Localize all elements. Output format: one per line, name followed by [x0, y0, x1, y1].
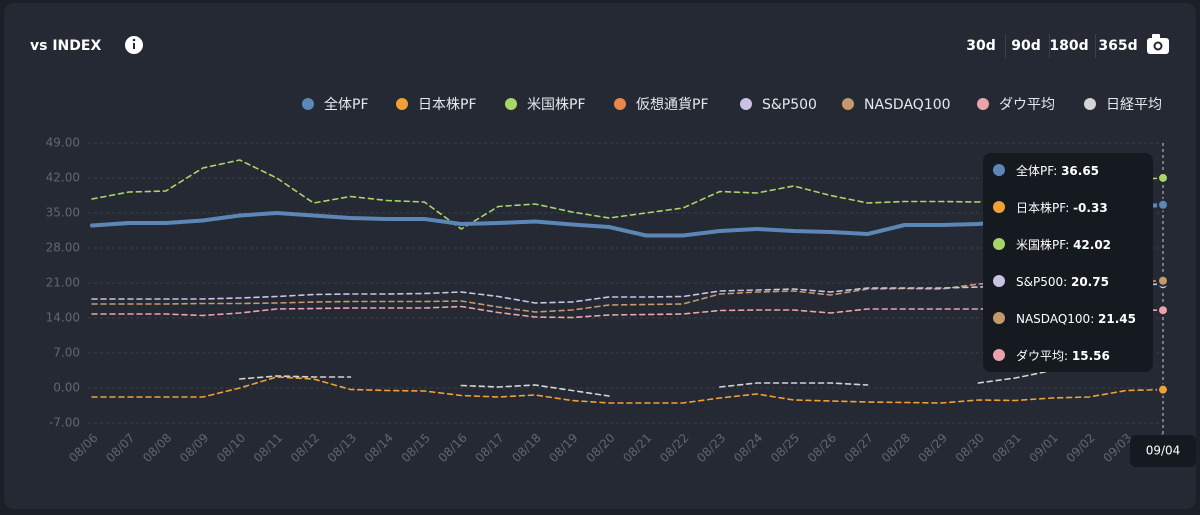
tooltip-row: 米国株PF: 42.02 — [1016, 237, 1111, 252]
tooltip-colon: : — [1053, 164, 1061, 178]
y-tick-label: 28.00 — [46, 241, 80, 255]
legend-label: ダウ平均 — [999, 97, 1055, 113]
tooltip-swatch — [993, 201, 1005, 213]
legend-swatch — [740, 98, 752, 110]
legend-item[interactable]: S&P500 — [740, 97, 817, 113]
legend-label: 日本株PF — [418, 97, 477, 113]
hover-point — [1157, 304, 1169, 317]
series-line — [977, 369, 1053, 384]
legend-swatch — [396, 98, 408, 110]
legend-item[interactable]: 仮想通貨PF — [614, 96, 709, 113]
hover-point — [1157, 383, 1169, 396]
tooltip-row: S&P500: 20.75 — [1016, 275, 1109, 289]
camera-icon[interactable] — [1147, 34, 1169, 54]
legend-label: NASDAQ100 — [864, 97, 951, 113]
y-tick-label: 42.00 — [46, 171, 80, 185]
legend-item[interactable]: ダウ平均 — [977, 97, 1055, 113]
legend-swatch — [614, 98, 626, 110]
y-tick-label: 21.00 — [46, 276, 80, 290]
legend-item[interactable]: 米国株PF — [505, 97, 586, 113]
series-line — [460, 384, 610, 397]
legend-label: 米国株PF — [527, 97, 586, 113]
legend-label: 全体PF — [324, 96, 369, 113]
legend-label: 仮想通貨PF — [636, 96, 709, 113]
tooltip-colon: : — [1064, 349, 1072, 363]
hover-point — [1157, 171, 1169, 184]
range-button[interactable]: 90d — [1011, 38, 1041, 54]
tooltip-value: 20.75 — [1071, 275, 1109, 289]
tooltip — [983, 153, 1153, 372]
hover-point — [1157, 274, 1169, 287]
legend-swatch — [302, 98, 314, 110]
tooltip-row: 日本株PF: -0.33 — [1016, 200, 1108, 215]
tooltip-value: -0.33 — [1073, 201, 1108, 215]
tooltip-name: NASDAQ100 — [1016, 312, 1090, 326]
y-tick-label: 0.00 — [53, 381, 80, 395]
legend-label: S&P500 — [762, 97, 817, 113]
legend-label: 日経平均 — [1106, 97, 1162, 113]
tooltip-name: S&P500 — [1016, 275, 1063, 289]
series-line — [719, 382, 869, 388]
series-line — [238, 375, 352, 380]
tooltip-swatch — [993, 238, 1005, 250]
y-tick-label: 49.00 — [46, 136, 80, 150]
hover-point — [1157, 198, 1169, 211]
tooltip-name: 米国株PF — [1016, 237, 1066, 252]
tooltip-name: 日本株PF — [1016, 200, 1066, 215]
tooltip-name: ダウ平均 — [1016, 348, 1064, 363]
info-icon[interactable] — [125, 36, 143, 54]
range-button[interactable]: 180d — [1049, 38, 1088, 54]
tooltip-value: 36.65 — [1061, 164, 1099, 178]
range-button[interactable]: 365d — [1098, 38, 1137, 54]
tooltip-swatch — [993, 349, 1005, 361]
legend-item[interactable]: NASDAQ100 — [842, 97, 951, 113]
x-hover-label: 09/04 — [1146, 444, 1181, 458]
legend-swatch — [842, 98, 854, 110]
legend-swatch — [977, 98, 989, 110]
y-tick-label: 7.00 — [53, 346, 80, 360]
tooltip-swatch — [993, 275, 1005, 287]
series-line — [91, 376, 1164, 404]
panel — [4, 3, 1196, 509]
tooltip-value: 15.56 — [1072, 349, 1110, 363]
tooltip-name: 全体PF — [1016, 163, 1054, 178]
legend-item[interactable]: 日経平均 — [1084, 97, 1162, 113]
tooltip-swatch — [993, 312, 1005, 324]
tooltip-row: 全体PF: 36.65 — [1016, 163, 1099, 178]
y-tick-label: 14.00 — [46, 311, 80, 325]
tooltip-value: 42.02 — [1073, 238, 1111, 252]
legend-swatch — [505, 98, 517, 110]
legend-item[interactable]: 全体PF — [302, 96, 369, 113]
tooltip-row: NASDAQ100: 21.45 — [1016, 312, 1136, 326]
range-button[interactable]: 30d — [966, 38, 996, 54]
y-tick-label: -7.00 — [49, 416, 80, 430]
tooltip-colon: : — [1063, 275, 1071, 289]
tooltip-colon: : — [1065, 201, 1073, 215]
legend-item[interactable]: 日本株PF — [396, 97, 477, 113]
x-hover-label-box — [1130, 435, 1196, 467]
legend-swatch — [1084, 98, 1096, 110]
tooltip-swatch — [993, 164, 1005, 176]
y-tick-label: 35.00 — [46, 206, 80, 220]
tooltip-value: 21.45 — [1098, 312, 1136, 326]
chart-title: vs INDEX — [30, 38, 101, 54]
tooltip-colon: : — [1090, 312, 1098, 326]
tooltip-colon: : — [1065, 238, 1073, 252]
tooltip-row: ダウ平均: 15.56 — [1016, 348, 1110, 363]
